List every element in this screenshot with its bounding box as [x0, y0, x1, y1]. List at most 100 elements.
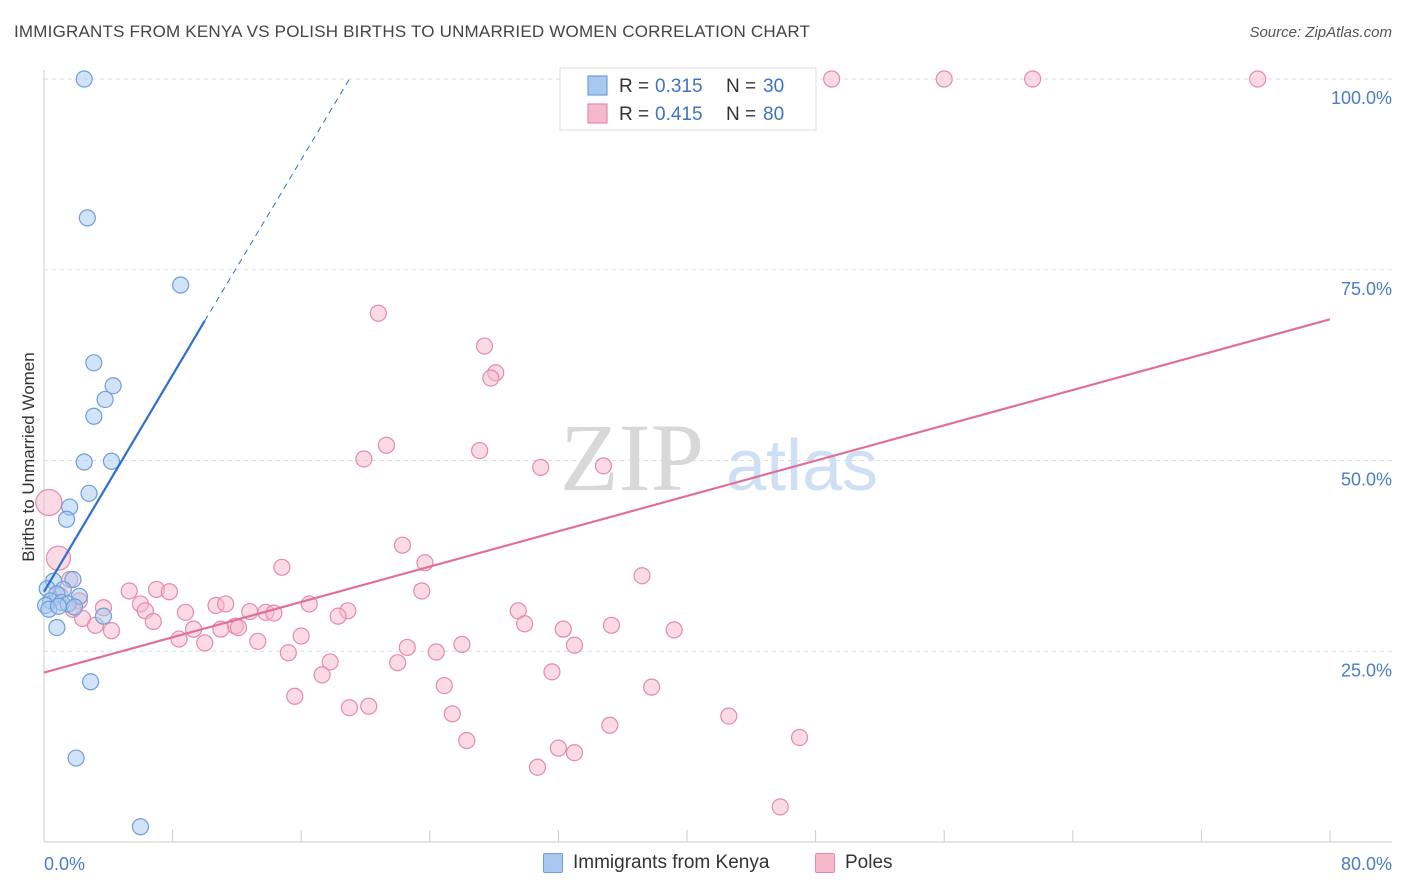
data-point: [594, 457, 613, 475]
axes: [43, 70, 1392, 843]
data-point: [120, 582, 138, 600]
data-point: [823, 70, 841, 88]
data-point: [458, 731, 476, 750]
data-point: [528, 758, 547, 776]
data-point: [85, 407, 103, 425]
legend-poles-swatch: [587, 103, 608, 124]
data-point: [935, 70, 953, 88]
y-tick-labels: 100.0% 75.0% 50.0% 25.0%: [1331, 88, 1392, 680]
data-point: [720, 707, 738, 725]
legend-poles-r-label: R =: [619, 104, 649, 125]
data-point: [102, 452, 121, 470]
watermark-atlas: atlas: [726, 426, 878, 506]
legend-kenya-marker: [543, 853, 563, 873]
trendlines: [43, 78, 1331, 674]
data-point: [549, 739, 568, 757]
data-point: [565, 744, 584, 762]
data-point: [85, 354, 103, 372]
data-point: [78, 209, 97, 227]
data-point: [1249, 70, 1267, 88]
legend-poles-label: Poles: [845, 852, 893, 873]
data-point: [398, 638, 416, 657]
data-point: [790, 728, 809, 747]
data-point: [49, 597, 68, 615]
data-point: [82, 673, 100, 691]
data-point: [633, 567, 651, 585]
data-point: [67, 749, 85, 767]
data-point: [35, 488, 63, 517]
data-point: [601, 716, 619, 734]
data-point: [482, 369, 500, 387]
data-point: [413, 582, 431, 600]
data-point: [554, 620, 572, 638]
legend-poles-r-value: 0.415: [655, 104, 703, 125]
data-point: [443, 705, 461, 723]
x-tick-label-min: 0.0%: [44, 854, 85, 874]
data-point: [565, 636, 584, 654]
data-point: [643, 678, 661, 696]
data-point: [160, 583, 178, 601]
legend-kenya-r-value: 0.315: [655, 76, 703, 97]
data-point: [602, 616, 621, 634]
data-point: [96, 390, 114, 409]
data-point: [543, 663, 561, 681]
data-point: [393, 536, 412, 554]
gridlines: [43, 78, 1392, 842]
data-point: [475, 337, 494, 355]
data-point: [389, 654, 407, 672]
legend-item-kenya[interactable]: Immigrants from Kenya: [543, 852, 769, 874]
legend-kenya-n-label: N =: [726, 76, 756, 97]
data-point: [172, 276, 190, 294]
data-point: [57, 510, 76, 528]
legend-kenya-n-value: 30: [763, 76, 784, 97]
data-point: [340, 699, 359, 717]
legend-poles-n-label: N =: [726, 104, 756, 125]
data-point: [360, 697, 378, 715]
data-point: [435, 676, 453, 695]
kenya-series: [37, 70, 190, 836]
chart-title: IMMIGRANTS FROM KENYA VS POLISH BIRTHS T…: [14, 22, 811, 41]
data-point: [229, 618, 248, 637]
data-point: [321, 653, 339, 671]
legend-kenya-label: Immigrants from Kenya: [573, 852, 770, 873]
y-tick-label: 25.0%: [1341, 660, 1392, 680]
kenya-trendline-extension: [204, 78, 350, 322]
legend-poles-marker: [815, 853, 835, 873]
legend-kenya-swatch: [587, 75, 608, 96]
data-point: [144, 612, 162, 631]
data-point: [427, 643, 445, 661]
data-point: [48, 618, 66, 637]
data-point: [516, 615, 534, 633]
data-point: [1024, 70, 1042, 88]
legend-kenya-r-label: R =: [619, 76, 649, 97]
data-point: [532, 458, 550, 476]
data-point: [80, 484, 98, 502]
data-point: [292, 627, 310, 645]
x-tick-label-max: 80.0%: [1341, 854, 1392, 874]
watermark: ZIP atlas: [560, 404, 878, 511]
legend-stats: R = 0.315 N = 30 R = 0.415 N = 80: [559, 67, 817, 131]
data-point: [313, 666, 331, 684]
data-point: [279, 644, 297, 662]
data-point: [217, 595, 235, 613]
data-point: [665, 621, 683, 639]
legend-poles-n-value: 80: [763, 104, 784, 125]
data-point: [453, 635, 471, 653]
data-point: [196, 634, 214, 652]
data-point: [176, 603, 195, 621]
data-point: [286, 687, 304, 705]
data-point: [329, 607, 347, 625]
data-point: [355, 450, 373, 468]
y-axis-label: Births to Unmarried Women: [19, 352, 38, 561]
y-tick-label: 75.0%: [1341, 279, 1392, 299]
y-tick-label: 50.0%: [1341, 470, 1392, 490]
poles-trendline: [43, 318, 1331, 674]
legend-item-poles[interactable]: Poles: [815, 852, 893, 874]
kenya-trendline: [43, 320, 206, 593]
data-point: [102, 622, 121, 640]
data-point: [369, 304, 387, 322]
data-point: [249, 632, 267, 650]
data-point: [377, 436, 395, 454]
data-point: [75, 453, 93, 471]
